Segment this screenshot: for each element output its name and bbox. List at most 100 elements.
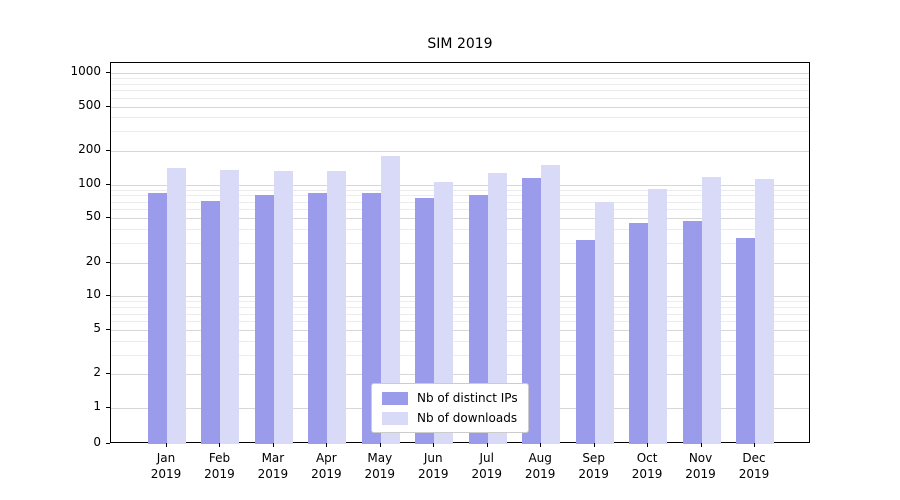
bar-distinct-ips [522, 177, 542, 444]
gridline-minor [111, 301, 809, 303]
gridline-minor [111, 117, 809, 119]
bar-distinct-ips [682, 221, 702, 444]
y-tick-label: 500 [78, 97, 101, 112]
x-tick-mark [647, 443, 649, 447]
bar-distinct-ips [308, 193, 328, 444]
legend-item-downloads: Nb of downloads [382, 411, 518, 425]
legend: Nb of distinct IPs Nb of downloads [371, 383, 529, 433]
bar-downloads [648, 188, 668, 444]
bar-downloads [327, 171, 347, 444]
x-tick-mark [166, 443, 167, 447]
legend-item-distinct-ips: Nb of distinct IPs [382, 391, 518, 405]
gridline-minor [111, 243, 809, 245]
y-tick-mark [106, 261, 110, 263]
legend-label-distinct-ips: Nb of distinct IPs [417, 391, 518, 405]
x-tick-mark [754, 443, 755, 447]
bar-downloads [594, 201, 614, 444]
x-tick-mark [433, 443, 435, 447]
y-tick-mark [106, 295, 110, 297]
x-tick-mark [219, 443, 221, 447]
y-tick-mark [106, 150, 110, 152]
bar-distinct-ips [736, 238, 755, 444]
bar-downloads [487, 172, 507, 444]
y-tick-mark [106, 72, 110, 73]
bar-distinct-ips [361, 192, 381, 444]
bar-downloads [755, 179, 774, 444]
legend-swatch-distinct-ips [382, 391, 408, 405]
legend-swatch-downloads [382, 411, 408, 425]
bar-downloads [273, 171, 293, 444]
y-tick-label: 100 [78, 175, 101, 190]
gridline-major [111, 262, 809, 264]
bar-downloads [541, 165, 561, 444]
x-tick-mark [486, 443, 488, 447]
bar-distinct-ips [629, 223, 649, 444]
gridline-major [111, 184, 809, 186]
y-tick-label: 1 [93, 399, 101, 413]
gridline-minor [111, 313, 809, 315]
y-tick-mark [106, 373, 110, 375]
x-tick-label: Jun 2019 [417, 451, 449, 482]
y-tick-mark [106, 407, 110, 408]
legend-label-downloads: Nb of downloads [417, 411, 518, 425]
y-tick-label: 2 [93, 365, 101, 380]
gridline-major [111, 106, 809, 108]
x-tick-label: Nov 2019 [685, 451, 716, 482]
bar-downloads [220, 170, 240, 444]
x-tick-mark [700, 443, 702, 447]
bar-downloads [701, 176, 721, 444]
x-tick-label: Jan 2019 [150, 451, 182, 482]
bar-distinct-ips [201, 200, 221, 444]
bar-distinct-ips [575, 239, 595, 444]
x-tick-label: Sep 2019 [578, 451, 609, 482]
gridline-minor [111, 131, 809, 133]
x-tick-label: Apr 2019 [311, 451, 342, 482]
y-tick-label: 0 [93, 435, 101, 449]
bar-downloads [434, 182, 454, 444]
x-tick-mark [379, 443, 381, 447]
gridline-minor [111, 189, 809, 191]
gridline-minor [111, 90, 809, 92]
x-tick-label: Oct 2019 [631, 451, 663, 482]
gridline-minor [111, 340, 809, 342]
x-tick-label: Aug 2019 [524, 451, 556, 482]
bar-distinct-ips [468, 195, 488, 444]
y-tick-label: 200 [78, 142, 101, 157]
y-tick-label: 10 [85, 287, 101, 302]
x-tick-mark [540, 443, 542, 447]
x-tick-mark [326, 443, 328, 447]
x-tick-label: Mar 2019 [257, 451, 289, 482]
y-tick-label: 50 [85, 209, 101, 224]
gridline-minor [111, 78, 809, 80]
gridline-minor [111, 321, 809, 323]
bar-downloads [380, 156, 400, 444]
bar-distinct-ips [415, 197, 435, 444]
gridline-minor [111, 97, 809, 99]
y-tick-mark [106, 183, 110, 185]
gridline-major [111, 151, 809, 153]
gridline-minor [111, 201, 809, 203]
gridline-minor [111, 354, 809, 356]
gridline-minor [111, 195, 809, 197]
gridline-minor [111, 229, 809, 231]
chart-title: SIM 2019 [427, 36, 493, 52]
x-tick-label: Feb 2019 [204, 451, 235, 482]
bar-distinct-ips [254, 195, 274, 444]
gridline-major [111, 218, 809, 220]
plot-area: Nb of distinct IPs Nb of downloads [110, 62, 810, 444]
x-tick-mark [272, 443, 274, 447]
gridline-major [111, 329, 809, 331]
y-tick-mark [106, 217, 110, 219]
gridline-major [111, 374, 809, 376]
x-tick-label: Dec 2019 [738, 451, 770, 482]
gridline-major [111, 296, 809, 298]
x-tick-label: Jul 2019 [471, 451, 502, 482]
gridline-major [111, 73, 809, 74]
bar-distinct-ips [148, 192, 167, 444]
y-tick-label: 20 [85, 253, 101, 268]
x-tick-mark [593, 443, 595, 447]
y-tick-mark [106, 328, 110, 330]
y-tick-label: 5 [93, 320, 101, 335]
y-tick-mark [106, 105, 110, 107]
